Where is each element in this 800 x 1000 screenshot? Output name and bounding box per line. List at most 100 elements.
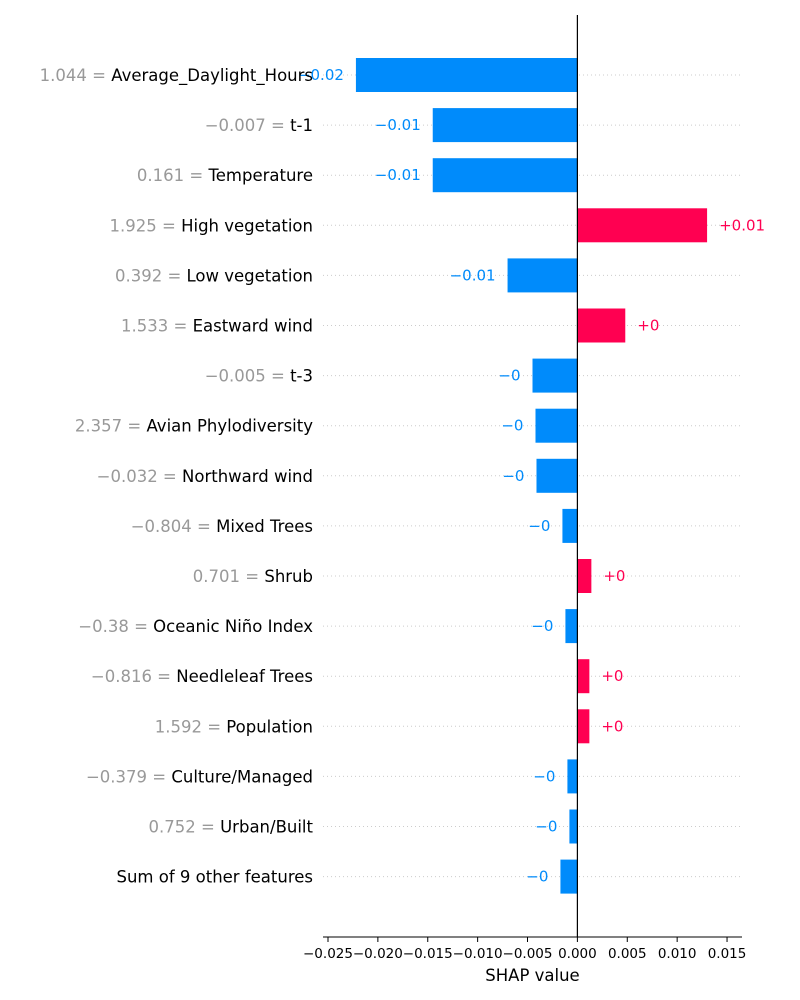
feature-value: −0.005 [205, 367, 266, 386]
feature-label: −0.379 = Culture/Managed [86, 767, 313, 786]
feature-equals: = [168, 317, 192, 336]
bar-value-label: −0 [501, 417, 523, 435]
feature-equals: = [184, 166, 208, 185]
bar-value-label: −0.01 [450, 266, 496, 284]
shap-bar [577, 559, 592, 593]
x-axis-title: SHAP value [485, 966, 579, 985]
x-ticks: −0.025 −0.020 −0.015 −0.010 −0.005 0.000 0.005… [303, 937, 746, 962]
feature-value: 0.752 [149, 818, 196, 837]
feature-value: 2.357 [75, 417, 122, 436]
feature-equals: = [87, 66, 111, 85]
x-tick-label: −0.020 [353, 946, 403, 962]
shap-bar [535, 408, 578, 443]
bar-value-label: +0 [603, 567, 625, 585]
feature-value: −0.804 [131, 517, 192, 536]
feature-equals: = [152, 667, 176, 686]
feature-label: 1.592 = Population [155, 717, 313, 736]
shap-bar [567, 759, 578, 794]
feature-value: −0.38 [78, 617, 129, 636]
feature-label: 1.533 = Eastward wind [121, 317, 313, 336]
feature-value: 0.392 [115, 266, 162, 285]
feature-label: −0.007 = t-1 [205, 116, 313, 135]
shap-bar [569, 809, 578, 844]
feature-value: 0.701 [193, 567, 240, 586]
feature-label: 0.392 = Low vegetation [115, 266, 313, 285]
shap-bar [577, 709, 590, 744]
feature-labels: 1.044 = Average_Daylight_Hours −0.007 = t… [40, 66, 314, 887]
feature-name: Avian Phylodiversity [146, 417, 313, 436]
shap-bar [565, 609, 578, 644]
x-tick-label: −0.015 [403, 946, 453, 962]
feature-value: −0.032 [97, 467, 158, 486]
bar-value-label: −0.01 [375, 166, 421, 184]
feature-name: Culture/Managed [171, 767, 313, 786]
feature-equals: = [147, 767, 171, 786]
feature-value: 1.533 [121, 317, 168, 336]
bar-value-label: −0.02 [298, 66, 344, 84]
shap-bar [432, 108, 578, 143]
feature-equals: = [158, 467, 182, 486]
shap-bar [507, 258, 578, 293]
shap-bar [432, 158, 578, 193]
feature-equals: = [157, 216, 181, 235]
feature-equals: = [122, 417, 146, 436]
bar-value-label: +0.01 [719, 216, 765, 234]
shap-bar [536, 458, 578, 493]
feature-name: t-1 [290, 116, 313, 135]
feature-name: Low vegetation [187, 266, 313, 285]
shap-bar [560, 859, 578, 894]
feature-equals: = [266, 116, 290, 135]
shap-bar [532, 358, 578, 393]
feature-label: 0.752 = Urban/Built [149, 818, 314, 837]
feature-label: −0.005 = t-3 [205, 367, 313, 386]
feature-equals: = [240, 567, 264, 586]
x-axis: −0.025 −0.020 −0.015 −0.010 −0.005 0.000 0.005… [303, 936, 746, 985]
feature-equals: = [162, 266, 186, 285]
feature-label: 1.925 = High vegetation [110, 216, 313, 235]
bar-value-label: +0 [637, 317, 659, 335]
feature-label: −0.032 = Northward wind [97, 467, 313, 486]
feature-label: 1.044 = Average_Daylight_Hours [40, 66, 313, 86]
shap-bar [562, 508, 578, 543]
feature-value: 0.161 [137, 166, 184, 185]
feature-name: Northward wind [182, 467, 313, 486]
bar-value-label: −0 [528, 517, 550, 535]
shap-bar [577, 208, 708, 243]
feature-label: 2.357 = Avian Phylodiversity [75, 417, 313, 436]
x-tick-label: 0.000 [558, 946, 597, 962]
feature-name: Shrub [264, 567, 313, 586]
feature-equals: = [196, 818, 220, 837]
x-tick-label: −0.010 [453, 946, 503, 962]
feature-label: −0.804 = Mixed Trees [131, 517, 313, 536]
x-tick-label: 0.010 [658, 946, 697, 962]
x-tick-label: 0.005 [608, 946, 647, 962]
feature-name: Mixed Trees [216, 517, 313, 536]
feature-label: 0.161 = Temperature [137, 166, 313, 185]
feature-label: −0.38 = Oceanic Niño Index [78, 617, 313, 636]
feature-label: −0.816 = Needleleaf Trees [91, 667, 313, 686]
feature-name: Average_Daylight_Hours [111, 66, 313, 86]
feature-name: Temperature [207, 166, 313, 185]
row-guides [323, 74, 742, 878]
feature-value: 1.044 [40, 66, 87, 85]
feature-value: 1.925 [110, 216, 157, 235]
feature-name: Population [226, 717, 313, 736]
feature-name: Urban/Built [220, 818, 313, 837]
bars [355, 58, 708, 894]
feature-value: 1.592 [155, 717, 202, 736]
bar-value-label: −0 [535, 818, 557, 836]
shap-bar [355, 58, 578, 92]
feature-name: Needleleaf Trees [176, 667, 313, 686]
feature-name: Eastward wind [193, 317, 313, 336]
bar-value-label: −0.01 [375, 116, 421, 134]
feature-value: −0.379 [86, 767, 147, 786]
x-tick-label: 0.015 [708, 946, 747, 962]
x-tick-label: −0.005 [503, 946, 553, 962]
x-tick-label: −0.025 [303, 946, 353, 962]
bar-value-label: +0 [601, 717, 623, 735]
bar-value-label: +0 [601, 667, 623, 685]
shap-bar [577, 308, 626, 343]
feature-label: Sum of 9 other features [116, 868, 313, 887]
feature-equals: = [266, 367, 290, 386]
